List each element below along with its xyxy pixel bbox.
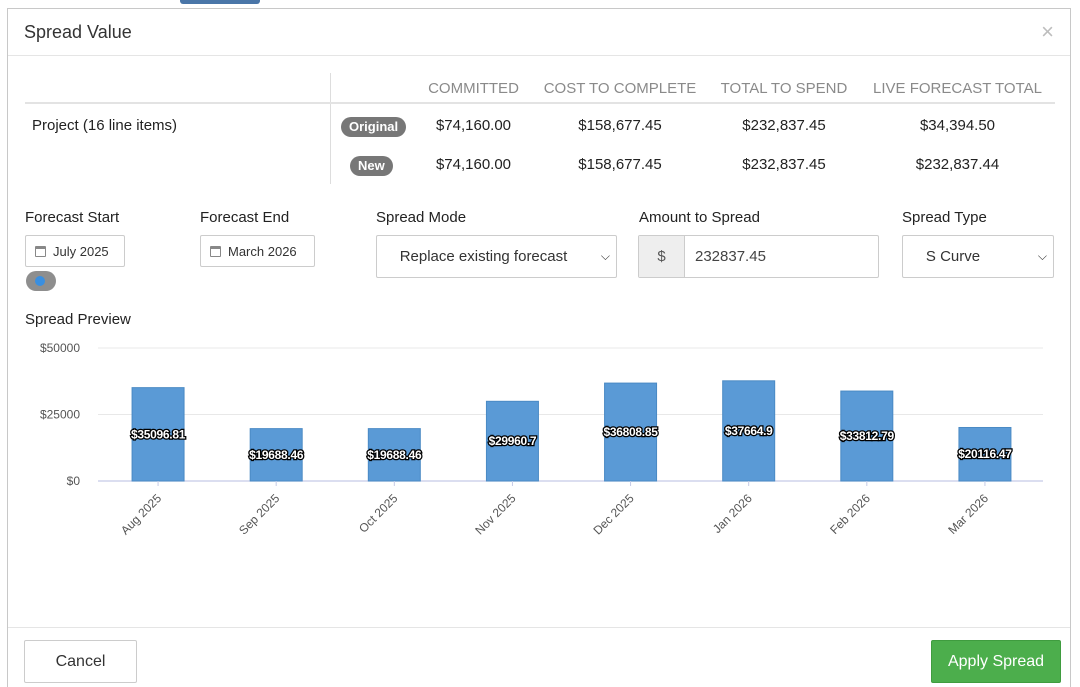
column-header-committed: COMMITTED	[428, 80, 519, 97]
y-tick-label: $0	[67, 474, 81, 488]
cancel-button[interactable]: Cancel	[24, 640, 137, 683]
amount-to-spread-input[interactable]: 232837.45	[695, 248, 766, 265]
new-live-forecast-total: $232,837.44	[915, 156, 1000, 173]
new-committed: $74,160.00	[435, 156, 512, 173]
chart-bar	[131, 387, 185, 482]
chevron-down-icon: ⌵	[1037, 249, 1047, 263]
calendar-icon	[210, 245, 221, 257]
bar-data-label: $36808.85	[604, 425, 659, 439]
summary-divider	[330, 73, 331, 184]
bar-data-label: $35096.81	[131, 427, 186, 441]
x-tick-label: Aug 2025	[118, 491, 164, 537]
forecast-toggle[interactable]	[26, 271, 56, 291]
background-tab-indicator	[180, 0, 260, 4]
apply-spread-button[interactable]: Apply Spread	[931, 640, 1061, 683]
bar-data-label: $19688.46	[367, 448, 422, 462]
original-cost-to-complete: $158,677.45	[578, 117, 662, 134]
amount-to-spread-input-group[interactable]: $ 232837.45	[638, 235, 879, 278]
forecast-start-value: July 2025	[53, 243, 109, 259]
spread-preview-chart: $0 $25000 $50000 $35096.81 Aug 2025 $19688.46…	[40, 341, 1043, 537]
bar-data-label: $19688.46	[249, 448, 304, 462]
forecast-end-value: March 2026	[228, 243, 297, 259]
original-total-to-spend: $232,837.45	[742, 117, 826, 134]
modal-footer: Cancel Apply Spread	[8, 627, 1070, 687]
spread-preview-title: Spread Preview	[25, 311, 131, 328]
bar-data-label: $20116.47	[958, 447, 1012, 461]
chart-bar	[840, 390, 894, 482]
bar-data-label: $33812.79	[840, 429, 895, 443]
spread-type-value: S Curve	[925, 248, 981, 265]
original-committed: $74,160.00	[435, 117, 512, 134]
bar-data-label: $29960.7	[489, 434, 537, 448]
new-total-to-spend: $232,837.45	[742, 156, 826, 173]
spread-value-modal: Spread Value × COMMITTED COST TO COMPLET…	[7, 8, 1071, 687]
column-header-total-to-spend: TOTAL TO SPEND	[720, 80, 848, 97]
new-cost-to-complete: $158,677.45	[578, 156, 662, 173]
chart-bar	[604, 382, 658, 482]
original-badge: Original	[341, 117, 407, 137]
x-tick-label: Jan 2026	[710, 491, 755, 536]
y-tick-label: $50000	[40, 341, 80, 355]
forecast-start-picker[interactable]: July 2025	[25, 235, 125, 267]
close-icon[interactable]: ×	[1041, 19, 1054, 44]
new-badge: New	[350, 156, 393, 176]
project-label: Project (16 line items)	[32, 117, 178, 134]
y-tick-label: $25000	[40, 408, 80, 422]
summary-header-rule	[25, 102, 1055, 104]
chart-bar	[485, 400, 539, 482]
spread-mode-select[interactable]: Replace existing forecast ⌵	[376, 235, 617, 278]
bar-data-label: $37664.9	[725, 424, 773, 438]
spread-mode-value: Replace existing forecast	[399, 248, 568, 265]
spread-mode-label: Spread Mode	[376, 209, 467, 226]
column-header-cost-to-complete: COST TO COMPLETE	[543, 80, 697, 97]
x-tick-label: Nov 2025	[472, 491, 518, 537]
column-header-live-forecast-total: LIVE FORECAST TOTAL	[873, 80, 1042, 97]
chart-bar	[367, 428, 421, 482]
toggle-knob	[35, 276, 45, 286]
spread-type-label: Spread Type	[902, 209, 987, 226]
original-live-forecast-total: $34,394.50	[919, 117, 996, 134]
spread-type-select[interactable]: S Curve ⌵	[902, 235, 1054, 278]
x-tick-label: Mar 2026	[945, 491, 991, 537]
forecast-start-label: Forecast Start	[25, 209, 120, 226]
x-tick-label: Sep 2025	[236, 491, 282, 537]
forecast-end-picker[interactable]: March 2026	[200, 235, 315, 267]
x-tick-label: Feb 2026	[827, 491, 873, 537]
currency-addon: $	[639, 236, 685, 277]
forecast-end-label: Forecast End	[200, 209, 290, 226]
x-tick-label: Dec 2025	[590, 491, 636, 537]
modal-header: Spread Value ×	[8, 9, 1070, 56]
modal-title: Spread Value	[24, 22, 132, 42]
chart-bar	[722, 380, 776, 482]
amount-to-spread-label: Amount to Spread	[639, 209, 760, 226]
calendar-icon	[35, 245, 46, 257]
x-tick-label: Oct 2025	[356, 491, 401, 536]
chevron-down-icon: ⌵	[600, 249, 610, 263]
